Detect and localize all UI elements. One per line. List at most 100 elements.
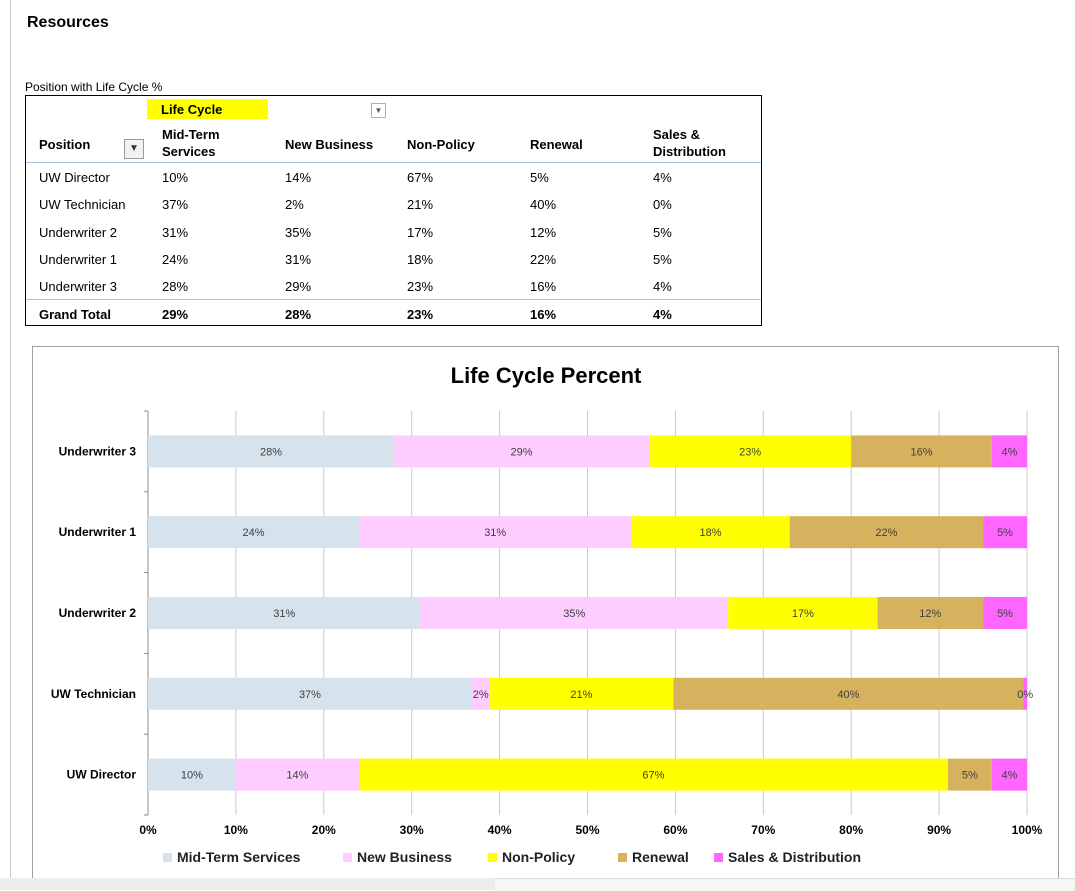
table-cell: 10%	[162, 170, 189, 185]
column-header-mid-term-services: Mid-Term Services	[162, 126, 220, 160]
chart-title: Life Cycle Percent	[451, 363, 642, 388]
grand-total-cell: 23%	[407, 307, 434, 322]
data-label: 23%	[739, 446, 761, 458]
table-cell: 23%	[407, 279, 434, 295]
bar-segment	[358, 758, 948, 791]
column-header-line: Sales &	[653, 127, 700, 142]
data-label: 35%	[563, 608, 585, 620]
sheet-tab-bar	[0, 878, 495, 890]
column-header-new-business: New Business	[285, 137, 374, 152]
table-cell: 4%	[653, 279, 672, 295]
x-tick-label: 60%	[663, 823, 687, 837]
row-label: UW Director	[39, 170, 110, 185]
table-cell: 4%	[653, 170, 672, 185]
status-bar	[495, 878, 1075, 891]
table-cell: 5%	[530, 170, 549, 185]
grand-total-cell: 4%	[653, 307, 672, 322]
data-label: 10%	[181, 770, 203, 782]
column-field-header: Life Cycle ▼	[147, 99, 386, 119]
category-label: Underwriter 3	[59, 444, 137, 458]
legend-swatch	[343, 853, 352, 862]
legend-swatch	[714, 853, 723, 862]
data-label: 28%	[260, 446, 282, 458]
legend-label: Mid-Term Services	[177, 849, 301, 865]
row-field-label: Position	[39, 137, 91, 152]
bar-segment	[394, 435, 650, 468]
data-label: 17%	[792, 608, 814, 620]
column-header-sales-distribution: Sales & Distribution	[653, 126, 726, 160]
sheet-edge-line	[10, 0, 11, 890]
row-label: UW Technician	[39, 197, 126, 213]
table-cell: 31%	[285, 251, 312, 267]
grand-total-cell: 29%	[162, 307, 189, 322]
chart-area[interactable]: Life Cycle Percent 0% 10% 20% 30% 40% 50% 60% 70…	[32, 346, 1059, 890]
bar-segment	[649, 435, 852, 468]
row-filter-button[interactable]: ▼	[124, 139, 144, 159]
bar-segment	[148, 758, 236, 791]
data-label: 12%	[919, 608, 941, 620]
bar-segment	[947, 758, 992, 791]
bar-segment	[1023, 677, 1027, 710]
x-tick-label: 20%	[312, 823, 336, 837]
data-label: 22%	[875, 527, 897, 539]
table-cell: 35%	[285, 224, 312, 240]
data-label: 5%	[962, 770, 978, 782]
column-header-renewal: Renewal	[530, 137, 583, 152]
data-label: 0%	[1017, 689, 1033, 701]
data-label: 4%	[1001, 770, 1017, 782]
column-header-line: Mid-Term	[162, 127, 220, 142]
bar-segment	[631, 516, 790, 549]
bar-segment	[991, 435, 1027, 468]
bar-segment	[148, 516, 359, 549]
category-label: UW Technician	[51, 687, 136, 701]
table-cell: 67%	[407, 170, 434, 185]
grand-total-label: Grand Total	[39, 307, 111, 322]
table-cell: 0%	[653, 197, 672, 213]
row-label: Underwriter 2	[39, 224, 118, 240]
bar-segment	[673, 677, 1024, 710]
header-divider	[26, 162, 761, 163]
column-header-line: Distribution	[653, 144, 726, 159]
table-cell: 29%	[285, 279, 312, 295]
legend-label: Renewal	[632, 849, 689, 865]
table-cell: 37%	[162, 197, 189, 213]
bar-segment	[877, 597, 984, 629]
x-tick-label: 100%	[1012, 823, 1043, 837]
data-label: 40%	[837, 689, 859, 701]
table-cell: 17%	[407, 224, 434, 240]
table-cell: 31%	[162, 224, 189, 240]
grand-total-cell: 28%	[285, 307, 312, 322]
section-title: Resources	[27, 14, 109, 31]
table-cell: 28%	[162, 279, 189, 295]
x-tick-label: 90%	[927, 823, 951, 837]
pivot-table: Life Cycle ▼ Position ▼ Mid-Term Service…	[25, 95, 762, 326]
data-label: 18%	[700, 527, 722, 539]
category-label: Underwriter 2	[59, 606, 137, 620]
x-tick-label: 50%	[575, 823, 599, 837]
bar-segment	[789, 516, 984, 549]
column-header-line: Services	[162, 144, 216, 159]
data-label: 2%	[473, 689, 489, 701]
chart-svg: Life Cycle Percent 0% 10% 20% 30% 40% 50% 60% 70…	[51, 363, 1043, 865]
data-label: 29%	[511, 446, 533, 458]
bar-segment	[358, 516, 632, 549]
bar-segment	[420, 597, 729, 629]
table-cell: 16%	[530, 279, 557, 295]
legend-label: New Business	[357, 849, 452, 865]
x-tick-label: 10%	[224, 823, 248, 837]
x-tick-label: 40%	[488, 823, 512, 837]
legend-label: Sales & Distribution	[728, 849, 861, 865]
legend-swatch	[488, 853, 497, 862]
legend-swatch	[163, 853, 172, 862]
row-label: Underwriter 3	[39, 279, 118, 295]
category-label: UW Director	[67, 768, 137, 782]
row-label: Underwriter 1	[39, 251, 118, 267]
data-label: 67%	[642, 770, 664, 782]
column-filter-dropdown-button[interactable]: ▼	[371, 103, 386, 118]
table-cell: 2%	[285, 197, 304, 213]
x-tick-label: 80%	[839, 823, 863, 837]
table-cell: 12%	[530, 224, 557, 240]
legend-swatch	[618, 853, 627, 862]
x-tick-label: 0%	[139, 823, 157, 837]
bar-segment	[148, 677, 472, 710]
